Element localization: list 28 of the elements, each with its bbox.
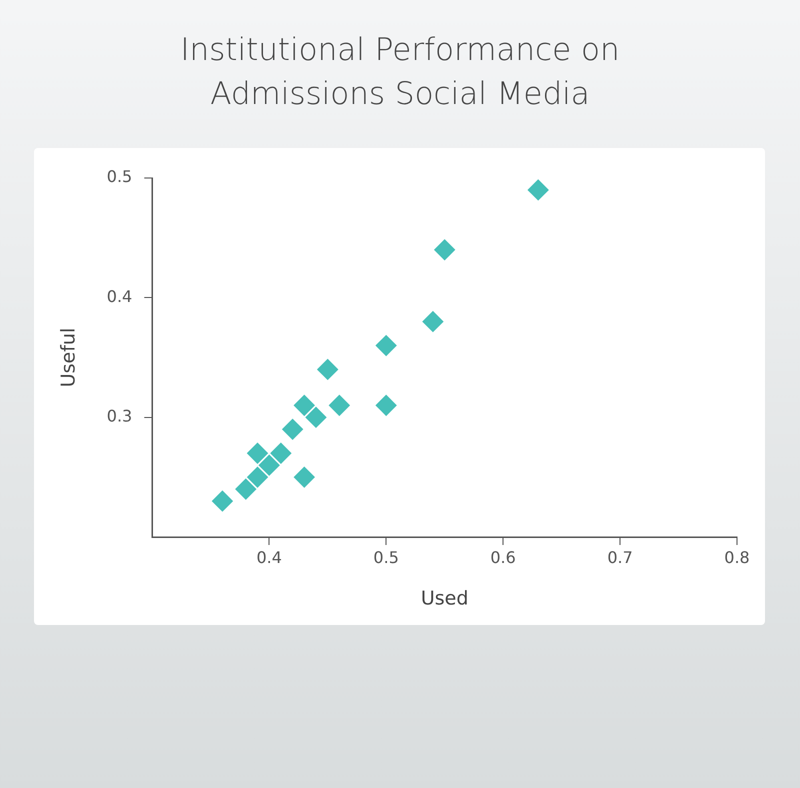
point bbox=[376, 335, 397, 356]
y-axis-title: Useful bbox=[57, 328, 80, 388]
point bbox=[294, 466, 315, 488]
chart-title: Institutional Performance on Admissions Social Media bbox=[179, 31, 621, 114]
x-tick-label: 0.5 bbox=[373, 548, 399, 567]
point bbox=[294, 394, 315, 416]
point bbox=[305, 406, 326, 428]
point bbox=[270, 442, 292, 464]
y-tick-label: 0.3 bbox=[106, 406, 132, 426]
y-tick-label: 0.5 bbox=[106, 167, 132, 186]
point bbox=[235, 478, 256, 500]
point bbox=[376, 394, 397, 416]
y-tick-label: 0.4 bbox=[106, 286, 132, 306]
point bbox=[247, 442, 268, 464]
x-tick-label: 0.6 bbox=[490, 548, 516, 567]
point bbox=[434, 239, 456, 260]
point bbox=[328, 394, 350, 416]
point bbox=[317, 358, 338, 380]
point bbox=[247, 466, 268, 488]
point bbox=[282, 418, 304, 440]
x-tick-label: 0.8 bbox=[724, 548, 750, 567]
point bbox=[212, 490, 233, 512]
point bbox=[258, 454, 280, 476]
x-tick-label: 0.7 bbox=[607, 548, 633, 567]
x-tick-label: 0.4 bbox=[256, 548, 282, 567]
point bbox=[422, 311, 444, 332]
point bbox=[528, 179, 549, 200]
x-axis-title: Used bbox=[420, 588, 468, 610]
